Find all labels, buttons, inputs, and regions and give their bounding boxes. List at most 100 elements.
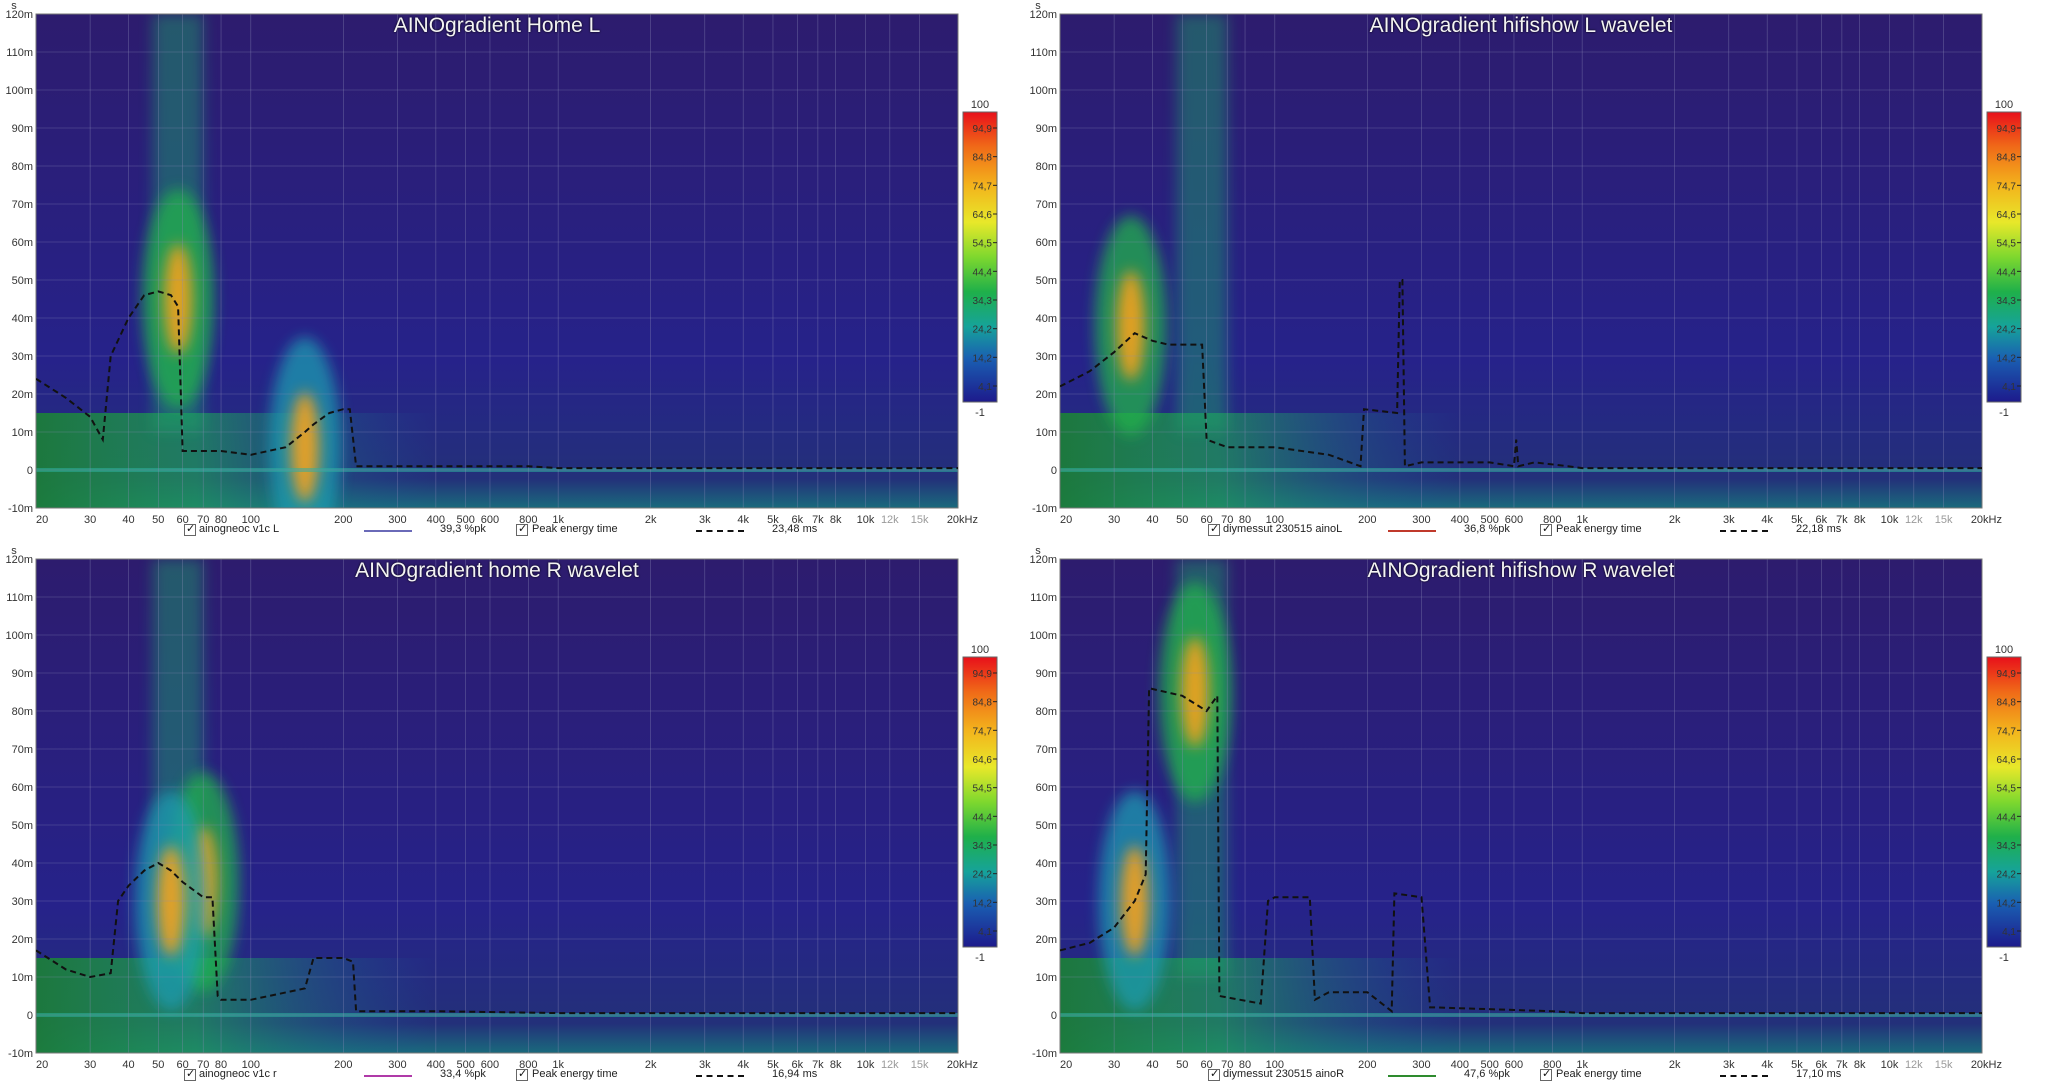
colorbar-tick-label: 94,9 xyxy=(973,124,993,135)
x-tick-label: 5k xyxy=(1791,514,1803,526)
x-tick-label: 70 xyxy=(197,514,209,526)
series-name: ainogneoc v1c r xyxy=(199,1068,277,1080)
peak-energy-label: Peak energy time xyxy=(532,523,618,535)
plot-frame xyxy=(35,13,959,509)
x-tick-label: 15k xyxy=(1935,1059,1953,1071)
y-tick-label: -10m xyxy=(1032,503,1057,515)
x-tick-label: 30 xyxy=(84,1059,96,1071)
x-tick-label: 12k xyxy=(881,514,899,526)
x-tick-label: 5k xyxy=(1791,1059,1803,1071)
y-tick-label: 30m xyxy=(1036,351,1057,363)
series-line-swatch xyxy=(1388,530,1436,532)
x-tick-label: 12k xyxy=(1905,514,1923,526)
peak-energy-checkbox[interactable] xyxy=(1540,522,1552,536)
x-tick-label: 15k xyxy=(1935,514,1953,526)
x-tick-label: 7k xyxy=(1836,514,1848,526)
y-tick-label: 40m xyxy=(1036,858,1057,870)
x-tick-label: 400 xyxy=(427,514,445,526)
x-tick-label: 500 xyxy=(456,514,474,526)
y-tick-label: 50m xyxy=(1036,820,1057,832)
series-checkbox[interactable] xyxy=(1208,1067,1220,1081)
x-tick-label: 20 xyxy=(36,514,48,526)
colorbar-tick-label: 14,2 xyxy=(1997,898,2017,909)
x-tick-label: 3k xyxy=(699,1059,711,1071)
y-tick-label: 110m xyxy=(6,47,33,59)
x-tick-label: 6k xyxy=(1815,1059,1827,1071)
y-axis-unit-label: s xyxy=(11,545,17,557)
peak-energy-checkbox[interactable] xyxy=(516,522,528,536)
low-frequency-energy xyxy=(36,413,436,508)
y-tick-label: 50m xyxy=(1036,275,1057,287)
peak-energy-label: Peak energy time xyxy=(532,1068,618,1080)
series-name: ainogneoc v1c L xyxy=(199,523,280,535)
x-tick-label: 12k xyxy=(1905,1059,1923,1071)
peak-energy-value: 17,10 ms xyxy=(1796,1068,1842,1080)
colorbar-tick-label: 14,2 xyxy=(1997,353,2017,364)
x-tick-label: 6k xyxy=(791,1059,803,1071)
colorbar-tick-label: 84,8 xyxy=(973,153,993,164)
x-tick-label: 400 xyxy=(427,1059,445,1071)
y-tick-label: 110m xyxy=(6,592,33,604)
peak-energy-line-swatch xyxy=(696,530,744,532)
x-tick-label: 15k xyxy=(911,514,929,526)
colorbar-tick-label: 84,8 xyxy=(1997,698,2017,709)
colorbar-tick-label: 4,1 xyxy=(978,382,992,393)
x-tick-label: 50 xyxy=(1176,1059,1188,1071)
x-tick-label: 3k xyxy=(1723,514,1735,526)
peak-energy-checkbox[interactable] xyxy=(516,1067,528,1081)
x-tick-label: 30 xyxy=(84,514,96,526)
y-tick-label: 90m xyxy=(12,123,33,135)
colorbar-min-label: -1 xyxy=(975,952,985,964)
x-tick-label: 10k xyxy=(1881,514,1899,526)
x-tick-label: 7k xyxy=(812,514,824,526)
x-tick-label: 500 xyxy=(1480,1059,1498,1071)
y-tick-label: 70m xyxy=(1036,199,1057,211)
x-tick-label: 200 xyxy=(334,1059,352,1071)
x-tick-label: 6k xyxy=(1815,514,1827,526)
chart-panel-hifishow-r: s 120m 110m 100m 90m 80m 70m 60m 50m 40m 30m 20m 10m… xyxy=(1024,545,2048,1090)
colorbar-tick-label: 64,6 xyxy=(1997,755,2017,766)
x-tick-label: 1k xyxy=(1576,514,1588,526)
colorbar xyxy=(1986,656,2022,948)
x-tick-label: 300 xyxy=(1412,514,1430,526)
y-tick-label: 0 xyxy=(1051,465,1057,477)
peak-energy-checkbox[interactable] xyxy=(1540,1067,1552,1081)
chart-panel-hifishow-l: s 120m 110m 100m 90m 80m 70m 60m 50m 40m 30m 20m 10m… xyxy=(1024,0,2048,545)
colorbar-tick-label: 14,2 xyxy=(973,898,993,909)
y-tick-label: 60m xyxy=(12,237,33,249)
series-checkbox[interactable] xyxy=(184,1067,196,1081)
x-tick-label: 4k xyxy=(1761,514,1773,526)
colorbar-tick-label: 54,5 xyxy=(973,784,993,795)
x-tick-label: 50 xyxy=(152,1059,164,1071)
energy-peak xyxy=(290,392,319,503)
series-checkbox[interactable] xyxy=(1208,522,1220,536)
plot-frame xyxy=(35,558,959,1054)
colorbar-tick-label: 4,1 xyxy=(2002,927,2016,938)
series-name: diymessut 230515 ainoR xyxy=(1223,1068,1345,1080)
y-tick-label: 90m xyxy=(1036,668,1057,680)
colorbar-tick-label: 4,1 xyxy=(978,927,992,938)
x-tick-label: 8k xyxy=(1854,514,1866,526)
peak-energy-line-swatch xyxy=(1720,530,1768,532)
x-tick-label: 20 xyxy=(36,1059,48,1071)
x-tick-label: 20kHz xyxy=(947,1059,978,1071)
colorbar xyxy=(1986,111,2022,403)
x-tick-label: 2k xyxy=(1669,1059,1681,1071)
colorbar-tick-label: 24,2 xyxy=(973,325,993,336)
y-tick-label: -10m xyxy=(1032,1048,1057,1060)
peak-energy-value: 23,48 ms xyxy=(772,523,818,535)
x-tick-label: 15k xyxy=(911,1059,929,1071)
x-tick-label: 2k xyxy=(645,514,657,526)
y-tick-label: 100m xyxy=(1029,630,1057,642)
x-tick-label: 40 xyxy=(1146,1059,1158,1071)
colorbar-tick-label: 24,2 xyxy=(1997,325,2017,336)
x-tick-label: 20 xyxy=(1060,514,1072,526)
modal-energy-column xyxy=(1176,14,1228,432)
x-tick-label: 3k xyxy=(1723,1059,1735,1071)
peak-energy-line-swatch xyxy=(1720,1075,1768,1077)
y-tick-label: 70m xyxy=(12,744,33,756)
energy-peak xyxy=(1181,637,1210,747)
series-checkbox[interactable] xyxy=(184,522,196,536)
colorbar-min-label: -1 xyxy=(975,407,985,419)
